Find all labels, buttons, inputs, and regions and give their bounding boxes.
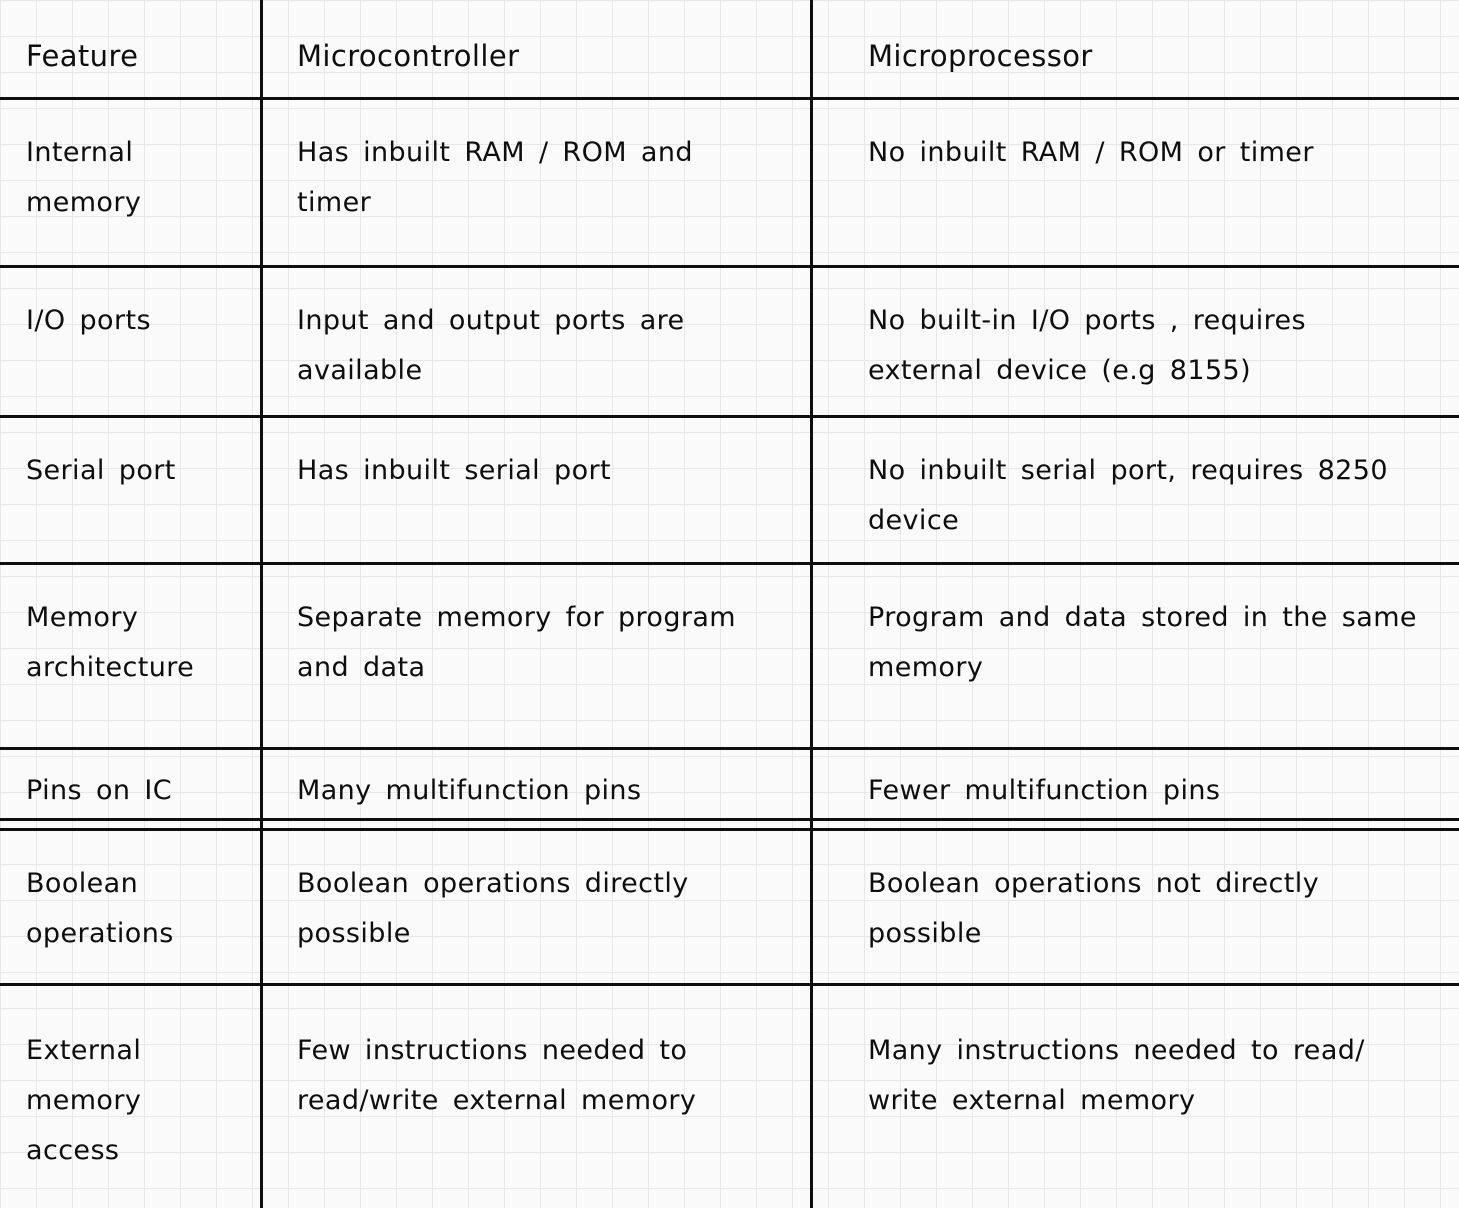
header-microprocessor: Microprocessor [810, 0, 1459, 97]
cell-microprocessor: Boolean operations not directly possible [810, 831, 1459, 983]
cell-microprocessor: No inbuilt serial port, requires 8250 de… [810, 418, 1459, 562]
table-row-boolean-operations: Boolean operations Boolean operations di… [0, 831, 1459, 986]
cell-feature: Boolean operations [26, 868, 174, 949]
cell-microcontroller: Has inbuilt serial port [260, 418, 810, 562]
header-microcontroller: Microcontroller [260, 0, 810, 97]
table-row-external-memory-access: External memory access Few instructions … [0, 986, 1459, 1208]
cell-feature: Pins on IC [26, 775, 172, 806]
cell-microprocessor: Fewer multifunction pins [810, 750, 1459, 818]
cell-feature: Memory architecture [26, 602, 195, 683]
table-row-memory-architecture: Memory architecture Separate memory for … [0, 565, 1459, 750]
cell-feature: Internal memory [26, 137, 142, 218]
cell-feature: External memory access [26, 1035, 142, 1166]
cell-microcontroller: Has inbuilt RAM / ROM and timer [260, 100, 810, 265]
cell-microprocessor: Many instructions needed to read/ write … [810, 986, 1459, 1208]
cell-microcontroller: Separate memory for program and data [260, 565, 810, 747]
table-row-io-ports: I/O ports Input and output ports are ava… [0, 268, 1459, 418]
cell-microprocessor: No built-in I/O ports , requires externa… [810, 268, 1459, 415]
divider-segment [260, 821, 810, 828]
cell-microcontroller: Input and output ports are available [260, 268, 810, 415]
divider-segment [810, 821, 1459, 828]
table-row-serial-port: Serial port Has inbuilt serial port No i… [0, 418, 1459, 565]
cell-microprocessor: No inbuilt RAM / ROM or timer [810, 100, 1459, 265]
cell-microprocessor: Program and data stored in the same memo… [810, 565, 1459, 747]
table-row-pins-on-ic: Pins on IC Many multifunction pins Fewer… [0, 750, 1459, 818]
cell-feature: I/O ports [26, 305, 151, 336]
table-header-row: Feature Microcontroller Microprocessor [0, 0, 1459, 100]
header-feature: Feature [26, 39, 139, 73]
cell-microcontroller: Few instructions needed to read/write ex… [260, 986, 810, 1208]
cell-feature: Serial port [26, 455, 176, 486]
cell-microcontroller: Many multifunction pins [260, 750, 810, 818]
table-row-internal-memory: Internal memory Has inbuilt RAM / ROM an… [0, 100, 1459, 268]
divider-segment [0, 821, 260, 828]
double-rule-divider [0, 818, 1459, 831]
cell-microcontroller: Boolean operations directly possible [260, 831, 810, 983]
